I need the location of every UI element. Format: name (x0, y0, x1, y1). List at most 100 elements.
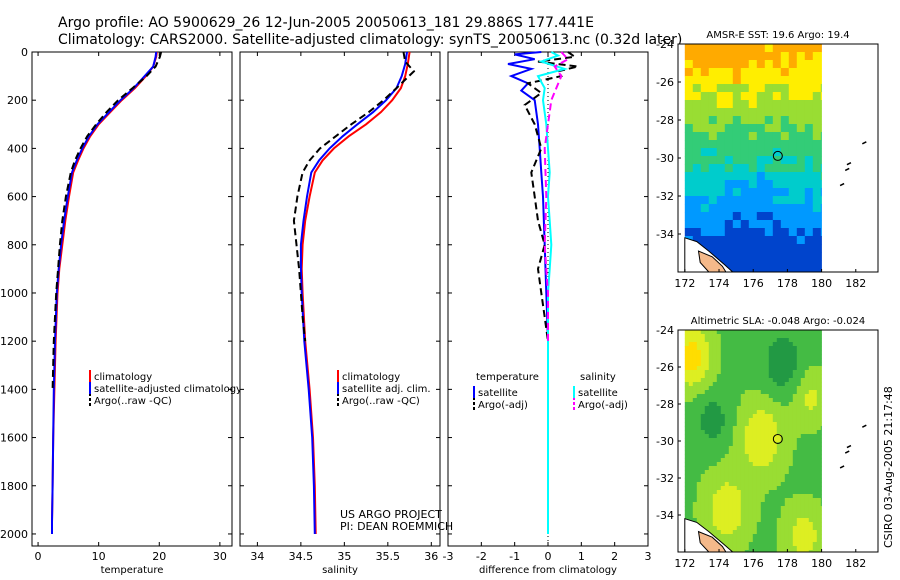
legend-entry: Argo(-adj) (578, 400, 628, 411)
legend-entry: satellite (578, 388, 618, 399)
island-mark (844, 167, 850, 172)
x-tick-label: 176 (743, 557, 764, 570)
map-title: AMSR-E SST: 19.6 Argo: 19.4 (706, 30, 849, 41)
x-tick-label: 180 (811, 557, 832, 570)
x-tick-label: 174 (709, 277, 730, 290)
y-tick-label: 1400 (0, 383, 28, 396)
series-line-3 (543, 51, 570, 342)
map-data-grid (684, 330, 822, 553)
x-tick-label: 182 (845, 277, 866, 290)
series-line-2 (536, 51, 569, 534)
y-tick-label: -32 (656, 472, 674, 485)
plot-frame (31, 51, 233, 547)
x-tick-label: 36 (424, 550, 438, 563)
legend-entry: climatology (342, 372, 400, 383)
x-tick-label: 3 (645, 550, 652, 563)
legend-entry: satellite-adjusted climatology (94, 384, 242, 395)
credit-line-1: US ARGO PROJECT (340, 508, 442, 521)
x-tick-label: 174 (709, 557, 730, 570)
series-line-0 (507, 51, 549, 390)
difference-profile-panel: -3 -2 -1 0 1 2 3 difference from climatology tem… (443, 51, 652, 576)
island-mark (861, 141, 867, 145)
x-tick-label: 35.5 (376, 550, 401, 563)
series-line-1 (523, 51, 579, 366)
y-tick-label: -26 (656, 361, 674, 374)
y-tick-label: -28 (656, 114, 674, 127)
island-mark (846, 444, 852, 449)
x-tick-label: 176 (743, 277, 764, 290)
x-tick-label: 10 (92, 550, 106, 563)
y-tick-label: 400 (7, 142, 28, 155)
y-tick-label: 800 (7, 239, 28, 252)
x-tick-label: 178 (777, 277, 798, 290)
y-tick-label: 1200 (0, 335, 28, 348)
island-mark (839, 465, 845, 469)
y-tick-label: -24 (656, 38, 674, 51)
island-mark (846, 162, 852, 166)
x-tick-label: 1 (578, 550, 585, 563)
series-line-2 (292, 51, 416, 342)
island-mark (844, 450, 850, 454)
y-tick-label: 1000 (0, 287, 28, 300)
header-line-1: Argo profile: AO 5900629_26 12-Jun-2005 … (58, 15, 594, 31)
x-tick-label: -2 (476, 550, 487, 563)
x-tick-label: 35 (337, 550, 351, 563)
series-line-2 (51, 51, 163, 390)
salinity-profile-panel: 34 34.5 35 35.5 36 salinity climatologysatelli… (239, 51, 441, 576)
y-tick-label: -34 (656, 228, 674, 241)
legend-entry: Argo(..raw -QC) (342, 396, 420, 407)
sst-map-panel: 172 174 176 178 180 182 -24 -26 -28 -30 -32 -34 AMSR… (656, 30, 879, 290)
x-tick-label: 180 (811, 277, 832, 290)
argo-profile-marker (772, 433, 783, 444)
y-tick-label: -30 (656, 435, 674, 448)
legend-title-temperature: temperature (476, 372, 539, 383)
y-tick-label: -32 (656, 190, 674, 203)
x-tick-label: 2 (611, 550, 618, 563)
x-tick-label: 30 (213, 550, 227, 563)
y-tick-label: -34 (656, 509, 674, 522)
x-axis-label: temperature (101, 565, 164, 576)
y-tick-label: -30 (656, 152, 674, 165)
x-axis-label: salinity (322, 565, 358, 576)
y-tick-label: 2000 (0, 528, 28, 541)
footer-timestamp: CSIRO 03-Aug-2005 21:17:48 (882, 386, 895, 548)
legend-entry: Argo(-adj) (478, 400, 528, 411)
x-tick-label: 172 (674, 557, 695, 570)
legend-entry: Argo(..raw -QC) (94, 396, 172, 407)
x-tick-label: 20 (152, 550, 166, 563)
y-tick-label: 1800 (0, 480, 28, 493)
x-tick-label: -1 (509, 550, 520, 563)
legend-title-salinity: salinity (580, 372, 616, 383)
x-tick-label: 182 (845, 557, 866, 570)
sla-map-panel: 172 174 176 178 180 182 -24 -26 -28 -30 -32 -34 Alti… (656, 316, 879, 570)
legend-entry: satellite (478, 388, 518, 399)
y-tick-label: 200 (7, 94, 28, 107)
x-tick-label: 0 (545, 550, 552, 563)
y-tick-label: -28 (656, 398, 674, 411)
y-tick-label: 1600 (0, 432, 28, 445)
credit-line-2: PI: DEAN ROEMMICH (340, 520, 453, 533)
y-tick-label: -24 (656, 324, 674, 337)
island-mark (839, 182, 845, 187)
header-line-2: Climatology: CARS2000. Satellite-adjuste… (58, 32, 682, 48)
map-title: Altimetric SLA: -0.048 Argo: -0.024 (691, 316, 866, 327)
legend-entry: climatology (94, 372, 152, 383)
series-line-1 (51, 51, 158, 534)
x-tick-label: -3 (443, 550, 454, 563)
x-tick-label: 172 (674, 277, 695, 290)
argo-profile-marker (772, 150, 783, 161)
map-data-grid (684, 44, 822, 273)
y-tick-label: -26 (656, 76, 674, 89)
y-tick-label: 600 (7, 191, 28, 204)
island-mark (861, 424, 867, 428)
legend-entry: satellite adj. clim. (342, 384, 431, 395)
x-tick-label: 34.5 (289, 550, 314, 563)
x-tick-label: 178 (777, 557, 798, 570)
y-tick-label: 0 (21, 46, 28, 59)
plot-frame (239, 51, 441, 547)
x-tick-label: 0 (35, 550, 42, 563)
series-line-1 (299, 51, 408, 535)
x-axis-label: difference from climatology (479, 565, 617, 576)
temperature-profile-panel: 0 200 400 600 800 1000 1200 1400 1600 1800 2000 0 10… (0, 46, 242, 576)
